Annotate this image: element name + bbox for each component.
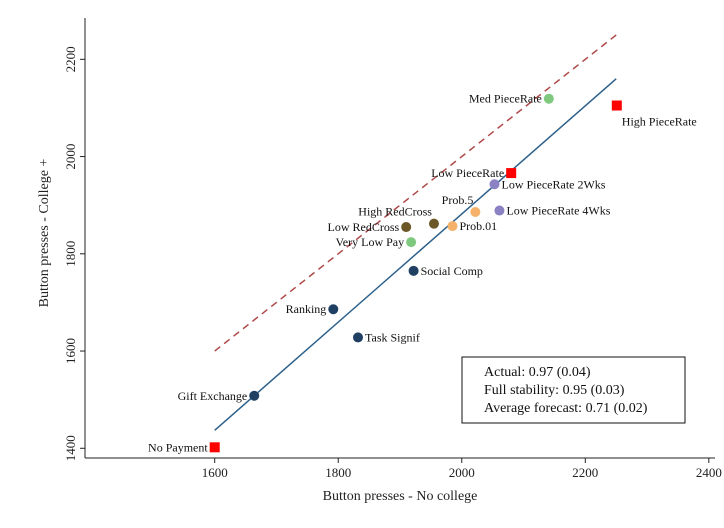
point-label: Low PieceRate xyxy=(431,166,504,180)
point-marker xyxy=(249,390,260,401)
annotation-line-full-stability: Full stability: 0.95 (0.03) xyxy=(484,383,625,398)
point-label: Ranking xyxy=(286,302,327,316)
reference-lines xyxy=(214,34,617,431)
point-marker xyxy=(353,332,363,343)
data-points xyxy=(209,93,622,453)
point-label: Low PieceRate 2Wks xyxy=(502,177,606,191)
point-marker xyxy=(506,168,517,179)
point-label: Very Low Pay xyxy=(335,235,404,249)
point-marker xyxy=(543,93,554,104)
point-marker xyxy=(408,265,419,276)
point-marker xyxy=(611,100,622,111)
point-marker xyxy=(328,304,339,315)
point-marker xyxy=(447,221,458,232)
annotation-line-average-forecast: Average forecast: 0.71 (0.02) xyxy=(484,401,648,416)
y-axis-title: Button presses - College + xyxy=(37,159,52,308)
point-marker xyxy=(494,205,505,216)
point-label: Low PieceRate 4Wks xyxy=(506,204,610,218)
point-marker xyxy=(470,206,481,217)
point-marker xyxy=(209,442,220,453)
point-marker xyxy=(406,237,417,248)
point-marker xyxy=(489,179,500,190)
point-label: High RedCross xyxy=(358,205,432,219)
stats-annotation-box: Actual: 0.97 (0.04) Full stability: 0.95… xyxy=(461,356,686,424)
point-marker xyxy=(401,222,412,233)
point-label: No Payment xyxy=(148,440,208,454)
fit-line xyxy=(214,78,617,431)
x-tick-label: 1600 xyxy=(202,465,228,480)
point-label: Prob.5 xyxy=(442,193,474,207)
diagonal-45-line xyxy=(214,34,617,352)
x-tick-label: 2400 xyxy=(696,465,722,480)
point-label: Low RedCross xyxy=(328,220,400,234)
point-labels: No Payment Gift Exchange Task Signif Rankin… xyxy=(148,92,697,455)
point-label: Prob.01 xyxy=(460,219,498,233)
y-tick-label: 1800 xyxy=(63,241,78,267)
x-axis-title: Button presses - No college xyxy=(323,489,478,504)
x-tick-label: 2200 xyxy=(572,465,598,480)
y-tick-label: 1400 xyxy=(63,435,78,461)
x-tick-label: 2000 xyxy=(449,465,475,480)
point-label: Med PieceRate xyxy=(469,92,542,106)
y-tick-label: 2000 xyxy=(63,144,78,170)
annotation-line-actual: Actual: 0.97 (0.04) xyxy=(484,365,591,380)
point-label: Gift Exchange xyxy=(178,389,248,403)
point-label: High PieceRate xyxy=(622,115,697,129)
y-tick-label: 1600 xyxy=(63,338,78,364)
axes: 1600 1800 2000 2200 2400 1400 1600 1800 2000 2200 xyxy=(63,18,722,480)
point-label: Task Signif xyxy=(365,330,420,344)
x-tick-label: 1800 xyxy=(325,465,351,480)
y-tick-label: 2200 xyxy=(63,46,78,72)
point-marker xyxy=(428,218,439,229)
annotation-box-border xyxy=(461,356,686,424)
point-label: Social Comp xyxy=(421,264,483,278)
